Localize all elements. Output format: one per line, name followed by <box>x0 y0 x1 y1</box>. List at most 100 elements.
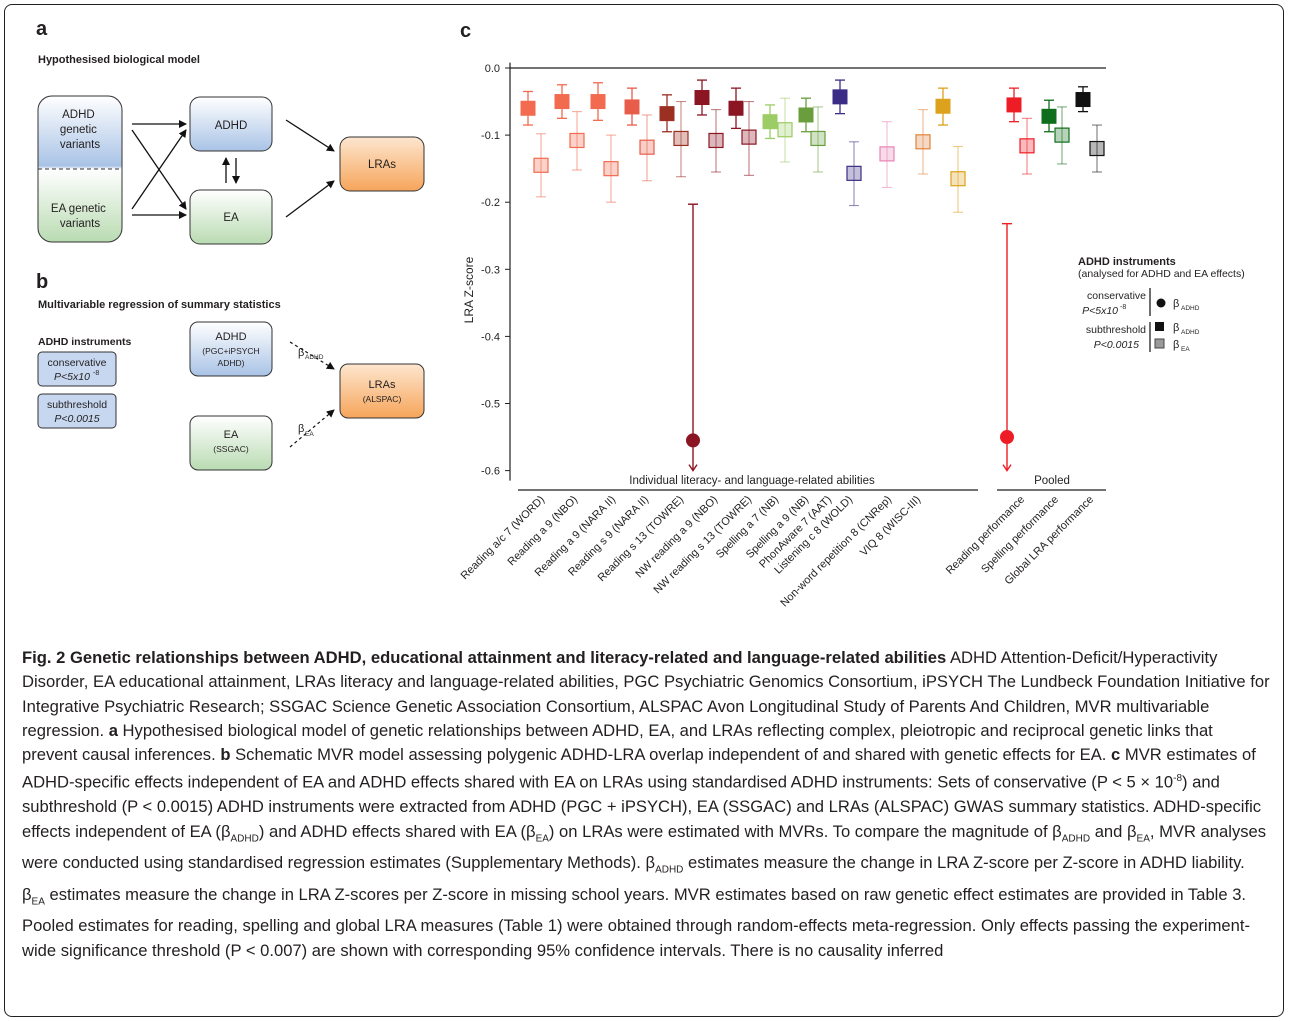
caption-subscript: ADHD <box>1061 832 1091 844</box>
beta-ea-square <box>777 122 793 138</box>
caption-text: estimates measure the change in LRA Z-sc… <box>22 884 1250 960</box>
legend-beta-3: β <box>1173 339 1179 351</box>
beta-ea-square <box>879 146 895 162</box>
figure-caption: Fig. 2 Genetic relationships between ADH… <box>22 646 1272 963</box>
subthreshold-instrument-box <box>37 393 117 429</box>
legend-conservative-exp: -8 <box>1120 304 1126 311</box>
panel-b-title: Multivariable regression of summary stat… <box>38 299 281 311</box>
beta-ea-label: β <box>298 423 304 435</box>
caption-text: estimates measure the change in LRA Z-sc… <box>22 853 1245 904</box>
panel-b-arrows <box>289 341 335 448</box>
panel-c-letter: c <box>460 20 471 42</box>
caption-text: ) and subthreshold (P < 0.0015) ADHD ins… <box>22 773 1262 841</box>
legend-square-adhd <box>1155 322 1164 331</box>
legend-beta-2-sub: ADHD <box>1181 329 1200 336</box>
beta-adhd-square <box>624 99 640 115</box>
lras-gwas-source: (ALSPAC) <box>363 394 402 404</box>
figure-frame <box>4 4 1284 1017</box>
legend-circle-marker <box>1156 298 1166 308</box>
y-tick-label: -0.4 <box>481 331 500 343</box>
beta-adhd-square <box>1075 92 1091 108</box>
legend-subtitle: (analysed for ADHD and EA effects) <box>1078 268 1245 280</box>
caption-title: Fig. 2 Genetic relationships between ADH… <box>22 648 947 667</box>
caption-subscript: EA <box>1136 832 1150 844</box>
legend-subthreshold: subthreshold <box>1086 324 1146 336</box>
beta-adhd-square <box>832 89 848 105</box>
beta-adhd-square <box>1041 108 1057 124</box>
beta-adhd-square <box>554 94 570 110</box>
panel-a-title: Hypothesised biological model <box>38 54 200 66</box>
beta-ea-square <box>950 171 966 187</box>
subthreshold-label: subthreshold <box>47 399 107 411</box>
beta-adhd-square <box>659 106 675 122</box>
adhd-variants-label: ADHD genetic variants <box>60 109 101 151</box>
beta-adhd-square <box>694 90 710 106</box>
panel-a-letter: a <box>36 18 48 40</box>
beta-ea-square <box>533 157 549 173</box>
conservative-threshold: P<5x10 <box>54 371 90 383</box>
beta-adhd-square <box>728 100 744 116</box>
caption-exponent: -8 <box>1173 773 1183 785</box>
caption-subscript: ADHD <box>230 832 259 844</box>
beta-ea-square <box>810 130 826 147</box>
beta-adhd-sub: ADHD <box>305 354 324 361</box>
adhd-node <box>189 96 273 152</box>
beta-ea-square <box>915 134 931 150</box>
caption-text: Hypothesised biological model of genetic… <box>22 720 1213 765</box>
legend-square-ea <box>1154 338 1165 349</box>
caption-text: MVR estimates of ADHD-specific effects i… <box>22 745 1256 793</box>
beta-ea-square <box>1019 138 1035 154</box>
beta-ea-square <box>639 139 655 155</box>
y-tick-label: -0.1 <box>481 130 500 142</box>
legend-beta-3-sub: EA <box>1181 346 1190 353</box>
beta-ea-square <box>1054 127 1070 143</box>
subthreshold-threshold: P<0.0015 <box>54 413 99 425</box>
caption-text: ADHD Attention-Deficit/Hyperactivity Dis… <box>22 648 1270 740</box>
group-label-pooled: Pooled <box>1034 475 1070 487</box>
beta-ea-square <box>569 132 585 149</box>
caption-ref-a: a <box>108 720 118 740</box>
adhd-gwas-box <box>189 321 273 377</box>
panel-b-letter: b <box>36 271 48 293</box>
beta-adhd-square <box>520 100 536 116</box>
ea-gwas-box <box>189 415 273 471</box>
caption-subscript: EA <box>31 896 45 908</box>
beta-ea-square <box>708 132 724 149</box>
ci-arrow-beta-adhd-conservative <box>688 464 698 472</box>
lras-node <box>339 136 425 192</box>
legend-beta-1: β <box>1173 298 1179 310</box>
legend: ADHD instruments (analysed for ADHD and … <box>1078 256 1245 353</box>
beta-adhd-square <box>1006 97 1022 113</box>
adhd-gwas-name: ADHD <box>215 331 246 343</box>
adhd-gwas-source: (PGC+iPSYCH <box>202 346 259 356</box>
caption-subscript: ADHD <box>655 864 684 876</box>
legend-title: ADHD instruments <box>1078 256 1176 268</box>
beta-ea-square <box>1089 140 1105 157</box>
y-tick-label: -0.2 <box>481 197 500 209</box>
caption-text: Schematic MVR model assessing polygenic … <box>230 745 1112 765</box>
figure-panels: a Hypothesised biological model ADHD gen… <box>36 18 1245 610</box>
adhd-node-label: ADHD <box>215 120 248 132</box>
y-axis: 0.0 -0.1 -0.2 -0.3 -0.4 -0.5 -0.6 <box>481 62 1106 481</box>
ea-node <box>189 189 273 245</box>
panel-b-instruments-title: ADHD instruments <box>38 336 132 348</box>
legend-beta-1-sub: ADHD <box>1181 305 1200 312</box>
beta-adhd-square <box>798 107 814 123</box>
y-tick-label: -0.5 <box>481 399 500 411</box>
adhd-gwas-source-2: ADHD) <box>218 358 245 368</box>
legend-conservative-p: P<5x10 <box>1082 305 1118 317</box>
beta-ea-sub: EA <box>305 431 314 438</box>
beta-adhd-square <box>590 94 606 110</box>
lras-gwas-name: LRAs <box>369 379 396 391</box>
conservative-label: conservative <box>48 357 107 369</box>
beta-adhd-label: β <box>298 347 304 359</box>
beta-adhd-square <box>762 114 778 130</box>
x-tick-labels: Reading a/c 7 (WORD)Reading a 9 (NBO)Rea… <box>459 494 1096 610</box>
caption-text: ) on LRAs were estimated with MVRs. To c… <box>548 821 1062 841</box>
y-axis-label: LRA Z-score <box>462 256 476 323</box>
beta-ea-square <box>603 161 619 177</box>
caption-text: and β <box>1090 821 1137 841</box>
panel-a-arrows <box>131 119 335 219</box>
conservative-threshold-exp: -8 <box>93 370 99 377</box>
legend-conservative: conservative <box>1087 290 1146 302</box>
